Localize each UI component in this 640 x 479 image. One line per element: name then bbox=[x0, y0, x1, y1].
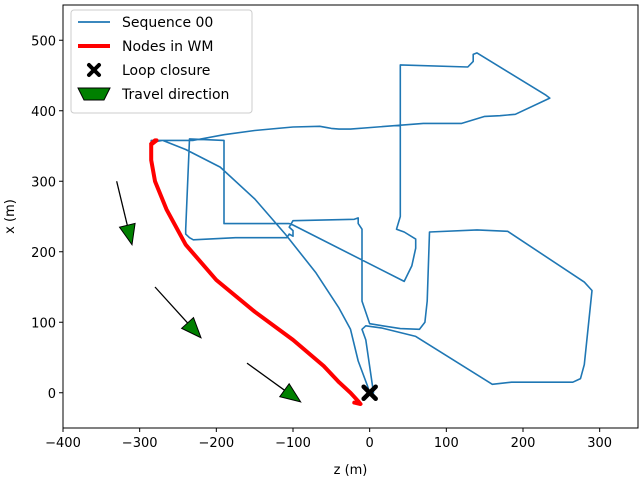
x-axis-label: z (m) bbox=[334, 463, 368, 478]
x-tick-label: −100 bbox=[275, 436, 311, 451]
legend-label: Travel direction bbox=[121, 87, 229, 103]
y-tick-label: 100 bbox=[31, 316, 56, 331]
y-tick-label: 200 bbox=[31, 246, 56, 261]
legend-patch-swatch bbox=[78, 88, 110, 100]
x-tick-label: −400 bbox=[45, 436, 81, 451]
x-axis-ticks: −400 −300 −200 −100 0 100 200 300 bbox=[45, 428, 612, 451]
y-tick-label: 300 bbox=[31, 175, 56, 190]
x-tick-label: 200 bbox=[511, 436, 536, 451]
series-nodes-line bbox=[151, 140, 360, 404]
legend-label: Nodes in WM bbox=[122, 39, 213, 55]
travel-direction-arrow bbox=[247, 363, 301, 402]
legend: Sequence 00 Nodes in WM Loop closure Travel… bbox=[71, 10, 252, 113]
x-tick-label: 100 bbox=[434, 436, 459, 451]
y-axis-label: x (m) bbox=[3, 199, 18, 234]
travel-direction-arrow bbox=[155, 287, 201, 338]
y-tick-label: 0 bbox=[48, 387, 56, 402]
x-tick-label: 300 bbox=[587, 436, 612, 451]
y-axis-ticks: 0 100 200 300 400 500 bbox=[31, 34, 63, 402]
x-tick-label: −200 bbox=[198, 436, 234, 451]
travel-direction-arrow bbox=[117, 181, 135, 244]
x-tick-label: 0 bbox=[366, 436, 374, 451]
legend-label: Sequence 00 bbox=[122, 15, 213, 31]
y-tick-label: 500 bbox=[31, 34, 56, 49]
y-tick-label: 400 bbox=[31, 105, 56, 120]
legend-label: Loop closure bbox=[122, 63, 210, 79]
x-tick-label: −300 bbox=[122, 436, 158, 451]
